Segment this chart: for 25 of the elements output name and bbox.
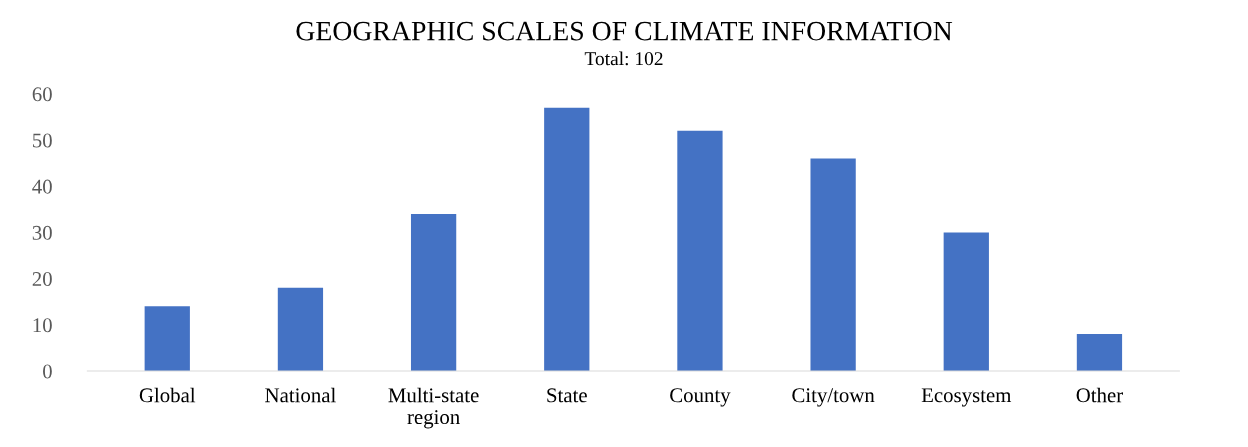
chart-subtitle: Total: 102: [584, 51, 663, 66]
bar: [677, 130, 723, 372]
y-tick-label: 20: [32, 272, 52, 287]
x-tick-label: County: [670, 388, 731, 407]
x-tick-label: Ecosystem: [921, 388, 1012, 407]
bar: [810, 158, 856, 372]
bar: [277, 287, 324, 372]
x-tick-label: Other: [1076, 387, 1123, 403]
x-tick-label: Multi-state region: [388, 387, 479, 429]
chart-title: GEOGRAPHIC SCALES OF CLIMATE INFORMATION: [296, 21, 953, 41]
bar: [943, 232, 989, 372]
x-tick-label: National: [265, 387, 336, 403]
x-tick-label: City/town: [792, 388, 875, 407]
y-tick-label: 0: [43, 364, 52, 379]
y-tick-label: 40: [32, 179, 52, 194]
y-tick-label: 30: [32, 225, 52, 240]
bar: [144, 306, 190, 372]
y-tick-label: 10: [33, 318, 52, 333]
x-tick-label: State: [547, 388, 587, 403]
bar: [544, 107, 590, 372]
bar: [1076, 334, 1123, 372]
y-tick-label: 50: [33, 133, 52, 148]
y-tick-label: 60: [32, 87, 52, 102]
bar: [410, 213, 457, 372]
x-tick-label: Global: [139, 387, 196, 403]
